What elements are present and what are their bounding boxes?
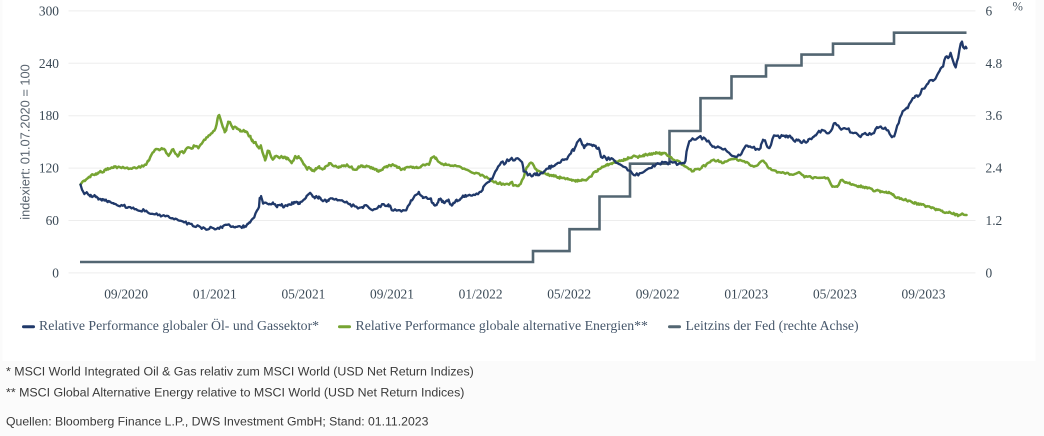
svg-text:indexiert: 01.07.2020 = 100: indexiert: 01.07.2020 = 100 — [18, 64, 33, 219]
svg-text:Relative Performance globaler: Relative Performance globaler Öl- und Ga… — [39, 317, 319, 333]
svg-text:05/2021: 05/2021 — [281, 286, 325, 301]
svg-text:3.6: 3.6 — [986, 108, 1003, 123]
svg-text:09/2022: 09/2022 — [636, 286, 680, 301]
svg-text:2.4: 2.4 — [986, 161, 1003, 176]
svg-text:05/2023: 05/2023 — [813, 286, 857, 301]
svg-text:Quellen: Bloomberg Finance L.P: Quellen: Bloomberg Finance L.P., DWS Inv… — [6, 415, 429, 429]
svg-text:1.2: 1.2 — [986, 213, 1003, 228]
svg-text:0: 0 — [52, 265, 59, 280]
svg-text:300: 300 — [39, 3, 59, 18]
svg-text:05/2022: 05/2022 — [547, 286, 591, 301]
svg-text:01/2022: 01/2022 — [459, 286, 503, 301]
svg-text:09/2020: 09/2020 — [104, 286, 148, 301]
svg-text:60: 60 — [46, 213, 60, 228]
svg-text:Relative Performance globale a: Relative Performance globale alternative… — [356, 318, 649, 333]
svg-text:4.8: 4.8 — [986, 56, 1003, 71]
svg-text:120: 120 — [39, 161, 59, 176]
svg-text:01/2023: 01/2023 — [724, 286, 768, 301]
svg-text:%: % — [1013, 0, 1023, 14]
svg-text:240: 240 — [39, 56, 59, 71]
svg-text:6: 6 — [986, 3, 993, 18]
svg-text:180: 180 — [39, 108, 59, 123]
svg-text:Leitzins der Fed (rechte Achse: Leitzins der Fed (rechte Achse) — [686, 318, 859, 334]
svg-text:09/2023: 09/2023 — [902, 286, 946, 301]
svg-text:09/2021: 09/2021 — [370, 286, 414, 301]
svg-text:0: 0 — [986, 265, 993, 280]
svg-text:* MSCI World Integrated Oil &: * MSCI World Integrated Oil & Gas relati… — [6, 365, 474, 379]
svg-text:** MSCI Global Alternative Ene: ** MSCI Global Alternative Energy relati… — [6, 386, 464, 400]
svg-text:01/2021: 01/2021 — [193, 286, 237, 301]
